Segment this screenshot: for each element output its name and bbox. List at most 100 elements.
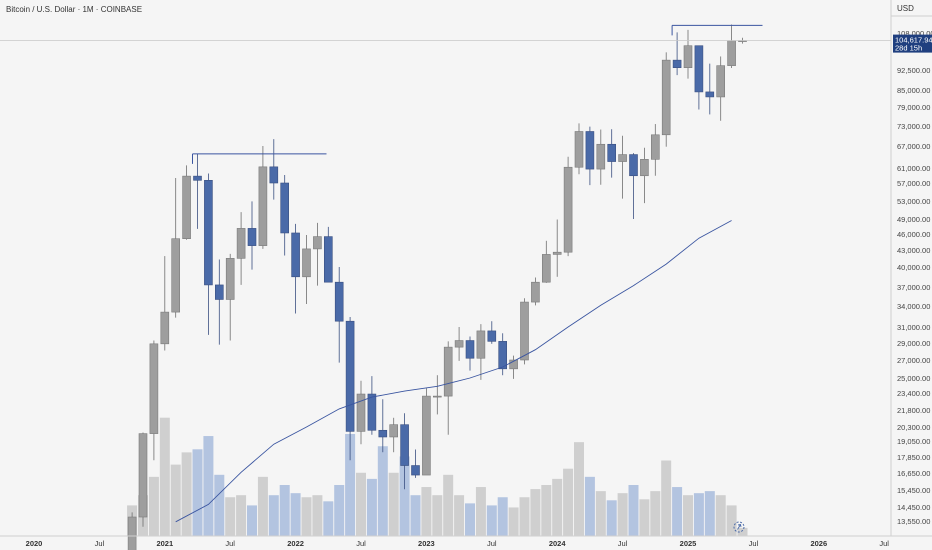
candle[interactable]	[661, 52, 671, 147]
candle[interactable]	[520, 298, 529, 365]
candle[interactable]	[356, 380, 366, 445]
volume-bar	[530, 489, 541, 536]
candle-body	[563, 166, 573, 253]
candle[interactable]	[705, 63, 715, 115]
candle-body	[432, 395, 442, 398]
candle[interactable]	[487, 321, 497, 344]
candle[interactable]	[367, 376, 377, 435]
candle[interactable]	[454, 327, 464, 361]
candle[interactable]	[345, 316, 355, 461]
candle[interactable]	[269, 139, 279, 200]
volume-bar	[693, 493, 704, 536]
candle[interactable]	[204, 173, 213, 335]
price-tick-label: 37,000.00	[897, 283, 930, 292]
candle[interactable]	[650, 124, 660, 176]
candle[interactable]	[498, 333, 508, 376]
volume-bar	[737, 527, 748, 536]
candle-body	[487, 330, 497, 342]
volume-bar	[726, 505, 737, 536]
moving-average-layer	[175, 220, 732, 523]
time-axis[interactable]: 2020 Jul 2021 Jul 2022 Jul 2023 Jul 2024 Jul 2025 J…	[26, 539, 890, 548]
candle[interactable]	[683, 29, 693, 79]
price-tick-label: 57,000.00	[897, 179, 930, 188]
volume-bar	[519, 497, 530, 536]
volume-bar	[552, 478, 563, 536]
candle[interactable]	[531, 277, 540, 306]
candle[interactable]	[247, 201, 257, 270]
candle[interactable]	[607, 129, 617, 178]
candle-body	[389, 424, 399, 438]
price-tick-label: 46,000.00	[897, 230, 930, 239]
candle[interactable]	[465, 336, 475, 371]
candle[interactable]	[629, 153, 638, 219]
volume-bar	[508, 507, 519, 536]
price-tick-label: 79,000.00	[897, 103, 930, 112]
candle[interactable]	[127, 512, 137, 550]
volume-bar	[465, 503, 475, 536]
volume-bar	[661, 460, 672, 536]
candle[interactable]	[236, 212, 246, 285]
candle[interactable]	[552, 219, 562, 277]
candle[interactable]	[193, 153, 202, 229]
replay-icon[interactable]	[733, 521, 745, 533]
volume-bar	[192, 449, 203, 536]
candle[interactable]	[160, 256, 170, 351]
time-tick-label: Jul	[749, 539, 759, 548]
currency-label: USD	[897, 4, 914, 13]
candle[interactable]	[302, 235, 311, 305]
candle[interactable]	[574, 123, 584, 175]
candle[interactable]	[313, 222, 322, 286]
candle-body	[291, 232, 300, 278]
candle-body	[574, 131, 584, 168]
candle[interactable]	[596, 129, 606, 185]
price-tick-label: 108,000.00	[897, 29, 932, 38]
candle[interactable]	[585, 126, 595, 186]
candle-body	[378, 429, 388, 438]
candle[interactable]	[334, 267, 344, 363]
candle[interactable]	[182, 165, 191, 240]
volume-bar	[541, 485, 552, 536]
candle[interactable]	[716, 56, 726, 121]
candle[interactable]	[432, 375, 442, 415]
candle[interactable]	[280, 174, 290, 256]
price-tick-label: 29,000.00	[897, 339, 930, 348]
candle[interactable]	[171, 178, 180, 318]
candle[interactable]	[640, 147, 649, 204]
candle[interactable]	[291, 223, 300, 314]
candle[interactable]	[215, 259, 224, 345]
volume-bar	[399, 456, 410, 536]
candle[interactable]	[149, 340, 159, 461]
price-tick-label: 40,000.00	[897, 263, 930, 272]
volume-layer	[127, 417, 748, 536]
candle[interactable]	[443, 341, 453, 435]
candle[interactable]	[422, 388, 431, 476]
candle[interactable]	[258, 146, 268, 249]
candle[interactable]	[618, 135, 627, 199]
candle[interactable]	[378, 399, 388, 453]
candle[interactable]	[389, 417, 399, 453]
price-axis[interactable]	[891, 0, 932, 550]
price-tick-layer: 108,000.00 92,500.00 85,000.00 79,000.00 73,…	[897, 29, 932, 526]
candle[interactable]	[541, 240, 551, 283]
candle[interactable]	[411, 449, 420, 478]
volume-bar	[247, 505, 257, 536]
candle[interactable]	[323, 226, 333, 283]
candle[interactable]	[138, 432, 148, 527]
candle[interactable]	[694, 45, 704, 110]
volume-bar	[628, 485, 639, 536]
candle[interactable]	[509, 355, 518, 379]
candle[interactable]	[672, 32, 682, 76]
price-tick-label: 17,850.00	[897, 453, 930, 462]
candle-body	[204, 180, 213, 286]
candle[interactable]	[476, 324, 486, 380]
volume-bar	[301, 497, 312, 536]
price-tick-label: 92,500.00	[897, 66, 930, 75]
time-tick-label: 2026	[810, 539, 827, 548]
candle[interactable]	[563, 156, 573, 257]
volume-bar	[497, 497, 508, 536]
candle[interactable]	[400, 413, 409, 490]
candle[interactable]	[225, 253, 235, 341]
time-tick-label: Jul	[879, 539, 889, 548]
time-tick-label: Jul	[95, 539, 105, 548]
